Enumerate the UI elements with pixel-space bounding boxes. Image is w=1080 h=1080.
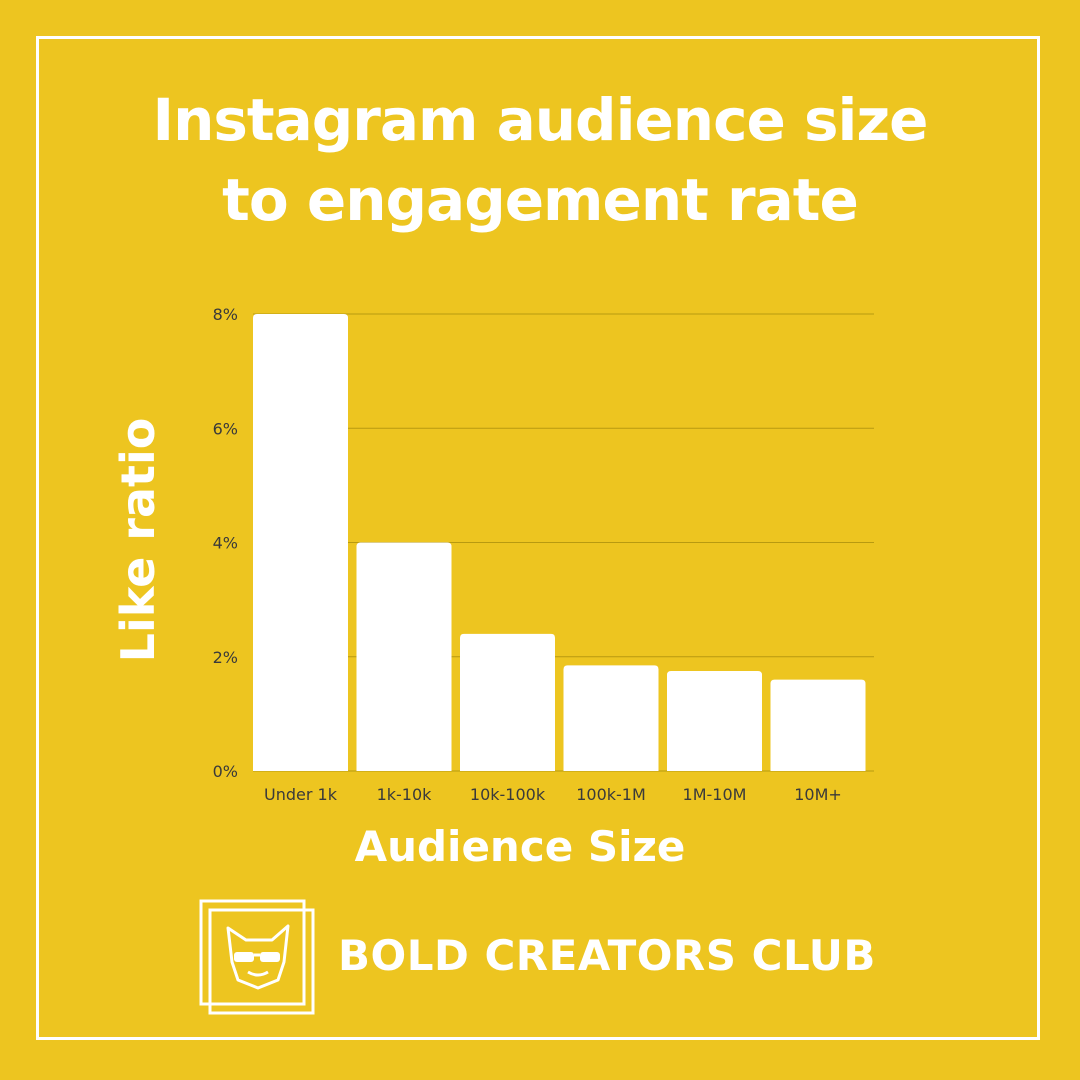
y-axis-label: Like ratio: [111, 417, 165, 663]
bar: [356, 542, 452, 771]
x-tick-label: 10M+: [794, 785, 842, 804]
y-tick-label: 6%: [213, 419, 238, 438]
title-line-2: to engagement rate: [222, 166, 859, 234]
y-tick-label: 4%: [213, 534, 238, 553]
white-border-frame: [36, 36, 1040, 1040]
title-line-1: Instagram audience size: [152, 86, 928, 154]
x-tick-label: 1M-10M: [683, 785, 747, 804]
bar: [460, 633, 555, 771]
y-tick-label: 2%: [213, 648, 238, 667]
x-tick-label: 100k-1M: [576, 785, 646, 804]
bar: [563, 665, 659, 771]
x-tick-label: 1k-10k: [377, 785, 433, 804]
x-tick-label: Under 1k: [264, 785, 338, 804]
bar: [667, 671, 762, 771]
brand-name: BOLD CREATORS CLUB: [338, 931, 876, 980]
y-tick-label: 0%: [213, 762, 238, 781]
chart-title: Instagram audience size to engagement ra…: [40, 80, 1040, 240]
y-tick-label: 8%: [213, 305, 238, 324]
x-tick-label: 10k-100k: [470, 785, 546, 804]
bar: [770, 679, 866, 771]
x-axis-label: Audience Size: [354, 822, 686, 871]
bulldog-sunglasses-icon: [199, 899, 315, 1015]
bar: [253, 314, 348, 771]
